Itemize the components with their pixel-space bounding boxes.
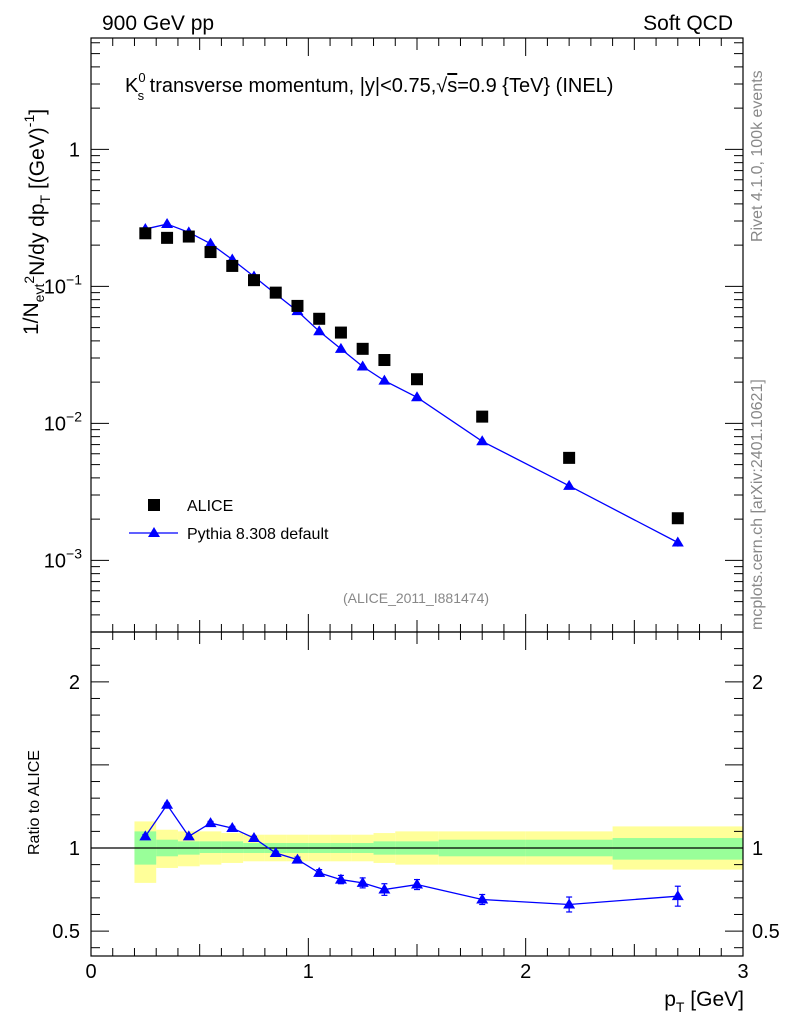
- pythia-point: [476, 435, 489, 446]
- legend-pythia-marker: [148, 527, 160, 537]
- pythia-point: [356, 360, 369, 371]
- alice-point: [476, 410, 489, 423]
- ratio-y-tick-label-right: 0.5: [752, 921, 780, 943]
- ratio-y-tick-label-right: 2: [752, 672, 763, 694]
- ratio-y-tick-label: 2: [69, 672, 80, 694]
- ratio-point: [378, 883, 391, 894]
- main-y-axis-label: 1/Nevt2N/dy dpT [(GeV)-1]: [20, 109, 53, 335]
- legend-alice-marker: [148, 499, 160, 511]
- pythia-point: [563, 479, 576, 490]
- legend-pythia-label: Pythia 8.308 default: [187, 526, 329, 543]
- alice-point: [139, 227, 152, 240]
- chart-title: K0 s transverse momentum, |y|<0.75,√s=0.9…: [125, 70, 613, 103]
- main-y-tick-label: 10−2: [44, 408, 82, 435]
- ratio-point: [139, 830, 152, 841]
- pythia-point: [378, 374, 391, 385]
- alice-point: [671, 512, 684, 525]
- ratio-point: [563, 898, 576, 909]
- main-panel: 1 10−1 10−2 10−3: [44, 37, 744, 633]
- x-axis-label: pT [GeV]: [664, 988, 744, 1015]
- alice-point: [378, 354, 391, 367]
- pythia-point: [671, 536, 684, 547]
- header-left: 900 GeV pp: [102, 12, 214, 35]
- alice-point: [269, 286, 282, 299]
- pythia-point: [334, 342, 347, 353]
- ratio-y-axis-label: Ratio to ALICE: [26, 750, 43, 855]
- alice-point: [204, 246, 217, 259]
- alice-point: [248, 274, 260, 287]
- x-tick-label: 2: [520, 961, 531, 983]
- ratio-point: [671, 890, 684, 901]
- analysis-watermark: (ALICE_2011_I881474): [343, 590, 489, 606]
- main-y-tick-label: 10−1: [44, 271, 82, 298]
- ratio-y-tick-label: 0.5: [52, 921, 80, 943]
- ratio-point: [161, 798, 174, 809]
- mcplots-label: mcplots.cern.ch [arXiv:2401.10621]: [749, 379, 766, 630]
- ratio-point: [226, 822, 239, 833]
- alice-point: [334, 326, 347, 339]
- alice-point: [313, 312, 326, 325]
- ratio-point: [476, 893, 489, 904]
- ratio-point: [182, 830, 195, 841]
- alice-point: [291, 299, 304, 312]
- ratio-y-tick-label: 1: [69, 838, 80, 860]
- alice-point: [411, 373, 423, 386]
- legend: ALICE Pythia 8.308 default: [129, 498, 329, 543]
- x-tick-label: 1: [303, 961, 314, 983]
- ratio-frame: [90, 631, 744, 957]
- alice-point: [563, 451, 576, 464]
- ratio-point: [204, 817, 217, 828]
- x-tick-label: 0: [85, 961, 96, 983]
- ratio-point: [334, 873, 347, 884]
- ratio-panel: 0.5 0.5 1 1 2 2 0 1 2 3: [52, 631, 780, 983]
- alice-point: [161, 231, 174, 244]
- alice-point: [226, 259, 239, 272]
- uncertainty-band-inner: [221, 841, 244, 853]
- ratio-line: [144, 803, 678, 906]
- pythia-point: [411, 391, 423, 402]
- pythia-point: [313, 325, 326, 336]
- alice-point: [356, 342, 369, 355]
- uncertainty-band-inner: [199, 841, 222, 853]
- pythia-point: [161, 218, 174, 229]
- pythia-line: [145, 223, 679, 544]
- ratio-point: [411, 878, 423, 889]
- ratio-point: [313, 866, 326, 877]
- alice-point: [182, 230, 195, 243]
- header-right: Soft QCD: [643, 12, 733, 35]
- legend-alice-label: ALICE: [187, 498, 233, 515]
- main-y-tick-label: 10−3: [44, 545, 82, 572]
- pythia-point: [204, 237, 217, 248]
- ratio-y-tick-label-right: 1: [752, 838, 763, 860]
- ratio-point: [248, 832, 260, 843]
- ratio-point: [291, 853, 304, 864]
- ratio-point: [356, 876, 369, 887]
- uncertainty-band-inner: [612, 838, 743, 860]
- main-y-tick-label: 1: [69, 139, 80, 161]
- x-tick-label: 3: [737, 961, 748, 983]
- rivet-label: Rivet 4.1.0, 100k events: [749, 70, 766, 242]
- ratio-point: [269, 846, 282, 857]
